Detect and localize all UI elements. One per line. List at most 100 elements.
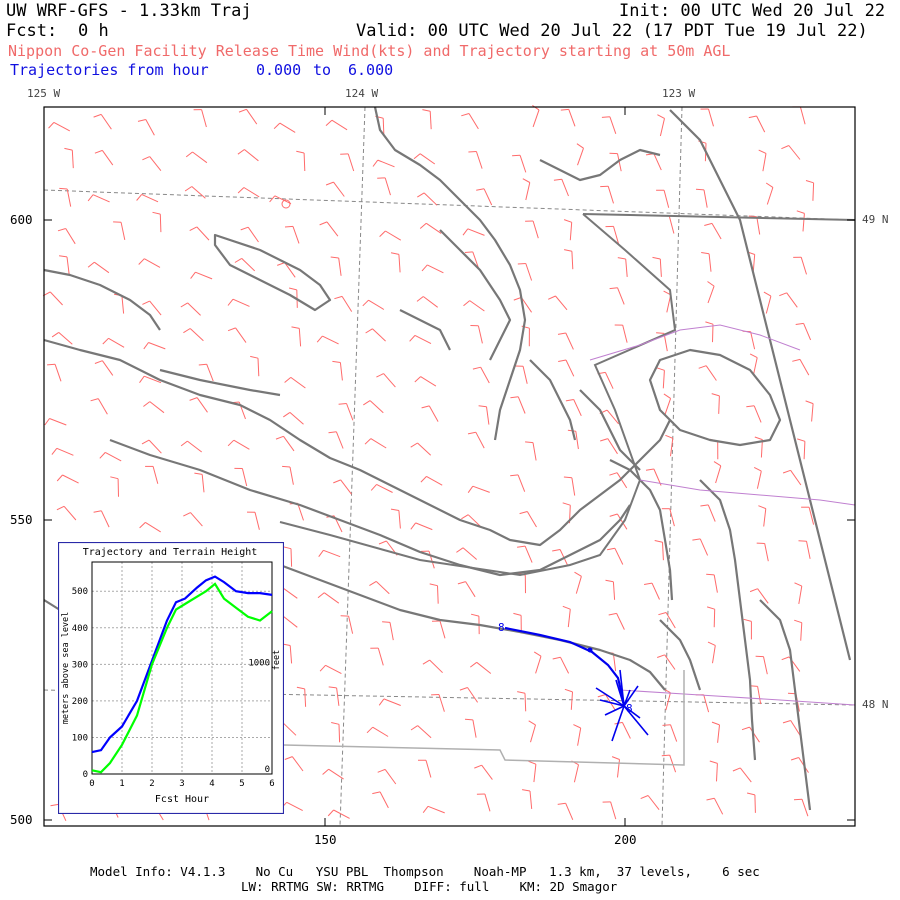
trajectory-start-marker: 8 — [498, 621, 505, 634]
wind-barb — [139, 375, 162, 384]
fcst-label: Fcst: — [6, 21, 58, 41]
wind-barb — [143, 401, 165, 414]
wind-barb — [280, 801, 303, 812]
wind-barb — [93, 113, 112, 130]
wind-barb — [513, 296, 533, 313]
wind-barb — [237, 187, 260, 198]
trajectory-hour-dot — [587, 647, 593, 653]
wind-barb — [419, 222, 442, 234]
wind-barb — [390, 508, 401, 529]
wind-barb — [711, 393, 720, 414]
y-tick-550: 550 — [10, 512, 33, 527]
wind-barb — [137, 119, 155, 136]
wind-barb — [273, 122, 296, 133]
wind-barb — [515, 365, 528, 384]
wind-barb — [328, 686, 340, 706]
wind-barb — [654, 540, 664, 561]
wind-barb — [141, 439, 162, 454]
wind-barb — [517, 691, 527, 712]
wind-barb — [547, 295, 568, 311]
wind-barb — [382, 621, 394, 641]
wind-barb — [748, 115, 766, 133]
wind-barb — [366, 726, 389, 737]
inset-y2-zero: 0 — [265, 765, 270, 775]
inset-x-tick: 5 — [239, 779, 244, 789]
wind-barb — [333, 479, 352, 495]
wind-barb — [611, 756, 620, 778]
wind-barb — [338, 403, 354, 421]
wind-barb — [102, 337, 125, 348]
wind-barb — [608, 612, 625, 630]
wind-barb — [364, 438, 387, 449]
wind-barb — [564, 688, 573, 710]
wind-barb — [185, 151, 208, 164]
wind-barb — [330, 256, 342, 276]
wind-barb — [797, 438, 806, 460]
inset-x-label: Fcst Hour — [155, 794, 209, 805]
wind-barb — [510, 474, 526, 492]
wind-barb — [234, 257, 256, 272]
wind-barb — [376, 373, 396, 388]
wind-barb — [512, 154, 527, 173]
wind-barb — [390, 252, 401, 273]
wind-barb — [48, 121, 71, 132]
wind-barb — [754, 436, 763, 458]
wind-barb — [707, 641, 716, 664]
inset-series-1 — [91, 582, 273, 774]
release-caption: Nippon Co-Gen Facility Release Time Wind… — [8, 42, 731, 60]
wind-barb — [87, 194, 110, 203]
wind-barb — [431, 620, 446, 639]
lon-label-123w: 123 W — [662, 87, 696, 100]
wind-barb — [57, 228, 76, 245]
wind-barb — [462, 228, 485, 236]
frame-ticks — [44, 107, 855, 826]
wind-barb — [755, 655, 768, 675]
wind-barb — [517, 263, 533, 281]
wind-barb — [422, 659, 443, 674]
wind-barb — [609, 287, 625, 305]
wind-barb — [517, 545, 533, 563]
wind-barb — [369, 580, 390, 595]
wind-barb — [692, 538, 709, 556]
inset-y-tick: 400 — [72, 624, 88, 634]
wind-barb — [617, 257, 628, 277]
wind-barb — [283, 411, 304, 425]
wind-barb — [474, 764, 493, 780]
inset-title: Trajectory and Terrain Height — [83, 547, 258, 558]
wind-barb — [152, 211, 162, 233]
wind-barb — [417, 759, 432, 778]
wind-barb — [190, 271, 213, 280]
wind-barb — [706, 573, 718, 593]
wind-barb — [779, 292, 798, 308]
wind-barb — [661, 215, 675, 234]
wind-barb — [519, 511, 537, 528]
wind-barb — [291, 326, 302, 347]
wind-barb — [284, 756, 304, 772]
wind-barb — [742, 330, 756, 350]
wind-barb — [340, 153, 355, 172]
wind-barb — [189, 226, 210, 241]
wind-barb — [142, 156, 162, 172]
wind-barb — [705, 321, 714, 343]
wind-barb — [607, 547, 624, 565]
wind-barb — [44, 418, 67, 426]
wind-barb — [284, 225, 300, 244]
wind-barb — [522, 789, 533, 809]
wind-barb — [145, 465, 159, 484]
wind-barb — [189, 397, 208, 413]
wind-barb — [565, 399, 582, 417]
wind-barb — [413, 153, 436, 165]
wind-barb — [533, 651, 542, 674]
wind-barb — [325, 181, 345, 197]
wind-barb — [792, 358, 810, 376]
wind-barb — [429, 583, 439, 604]
wind-barb — [798, 540, 811, 559]
wind-barb — [269, 195, 292, 205]
wind-barb — [64, 147, 74, 169]
y-tick-500: 500 — [10, 812, 33, 827]
trajectory-to-word: to — [313, 61, 332, 79]
wind-barb — [142, 300, 162, 316]
model-info: Model Info: V4.1.3 No Cu YSU PBL Thompso… — [90, 864, 760, 879]
inset-x-tick: 1 — [119, 779, 124, 789]
wind-barb — [661, 754, 677, 773]
